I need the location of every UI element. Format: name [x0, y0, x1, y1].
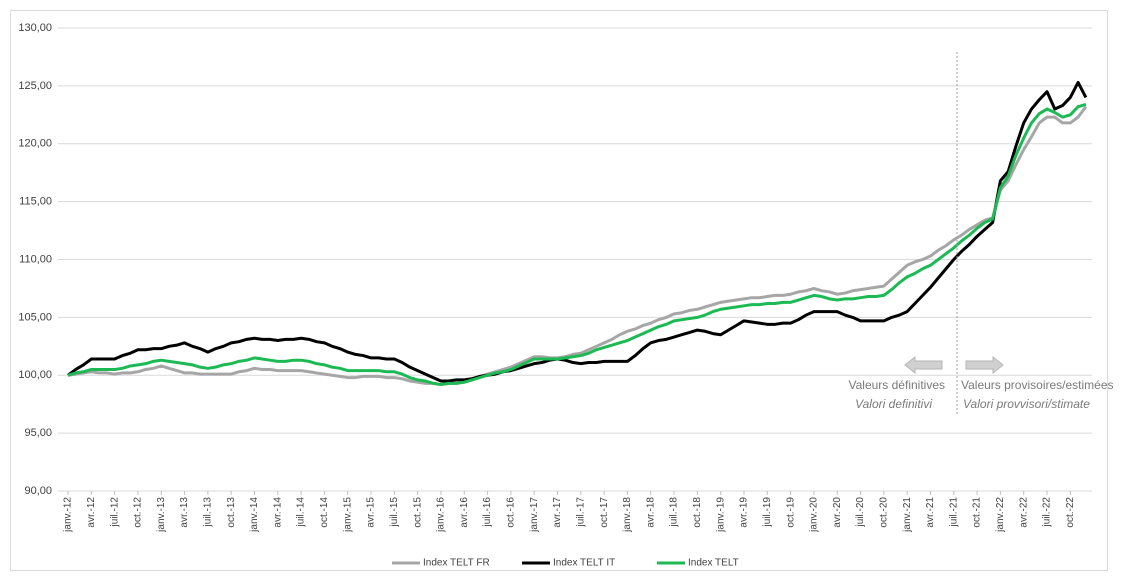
- series-line: [67, 102, 1087, 387]
- y-tick-label: 105,00: [18, 311, 52, 323]
- arrow-left: [904, 355, 943, 375]
- legend-label: Index TELT FR: [423, 558, 490, 569]
- legend: Index TELT FR Index TELT IT Index TELT: [392, 558, 739, 569]
- x-tick-label: juil.-14: [296, 497, 307, 528]
- series-line: [67, 105, 1088, 387]
- x-tick-label: oct.-14: [319, 497, 330, 528]
- x-tick-label: oct.-13: [226, 497, 237, 528]
- x-tick-label: avr.-20: [832, 497, 843, 528]
- x-tick-label: juil.-18: [669, 497, 680, 528]
- arrow-right: [965, 355, 1004, 375]
- legend-label: Index TELT IT: [553, 558, 615, 569]
- y-tick-label: 130,00: [18, 22, 52, 34]
- x-tick-label: juil.-12: [109, 497, 120, 528]
- x-tick-label: juil.-17: [575, 497, 586, 528]
- x-tick-label: janv.-18: [622, 497, 633, 533]
- x-tick-label: avr.-15: [366, 497, 377, 528]
- x-tick-label: avr.-14: [272, 497, 283, 528]
- y-tick-label: 100,00: [18, 369, 52, 381]
- x-tick-label: juil.-20: [855, 497, 866, 528]
- x-tick-label: janv.-17: [529, 497, 540, 533]
- x-tick-label: avr.-22: [1018, 497, 1029, 528]
- x-tick-label: oct.-17: [599, 497, 610, 528]
- y-tick-label: 90,00: [24, 485, 52, 497]
- x-tick-label: janv.-20: [809, 497, 820, 533]
- x-tick-label: avr.-19: [739, 497, 750, 528]
- x-tick-label: janv.-12: [63, 497, 74, 533]
- annotation: Valeurs provisoires/estimées: [961, 378, 1114, 392]
- x-tick-label: janv.-15: [342, 497, 353, 533]
- x-tick-label: avr.-12: [86, 497, 97, 528]
- x-tick-label: juil.-15: [389, 497, 400, 528]
- x-tick-label: juil.-13: [203, 497, 214, 528]
- chart-frame: [10, 10, 1108, 571]
- x-tick-label: oct.-21: [972, 497, 983, 528]
- x-tick-label: janv.-14: [249, 497, 260, 533]
- y-tick-label: 120,00: [18, 138, 52, 150]
- annotation: Valori provvisori/stimate: [963, 397, 1090, 411]
- x-tick-label: oct.-20: [878, 497, 889, 528]
- annotation: Valeurs définitives: [849, 378, 946, 392]
- x-tick-label: avr.-16: [459, 497, 470, 528]
- y-tick-label: 125,00: [18, 80, 52, 92]
- x-tick-label: oct.-18: [692, 497, 703, 528]
- x-tick-label: janv.-16: [436, 497, 447, 533]
- x-tick-label: janv.-13: [156, 497, 167, 533]
- y-tick-label: 115,00: [19, 196, 52, 208]
- y-tick-label: 110,00: [19, 253, 52, 265]
- x-tick-label: avr.-21: [925, 497, 936, 528]
- x-tick-label: avr.-17: [552, 497, 563, 528]
- legend-label: Index TELT: [688, 558, 739, 569]
- x-tick-label: juil.-22: [1042, 497, 1053, 528]
- plot: 90,00 95,00 100,00 105,00 110,00 115,00 120,00…: [18, 22, 1092, 533]
- x-tick-label: oct.-12: [133, 497, 144, 528]
- x-tick-label: juil.-19: [762, 497, 773, 528]
- x-tick-label: oct.-22: [1065, 497, 1076, 528]
- x-tick-label: oct.-19: [785, 497, 796, 528]
- x-tick-label: janv.-21: [902, 497, 913, 533]
- x-tick-label: oct.-16: [506, 497, 517, 528]
- y-tick-label: 95,00: [24, 427, 52, 439]
- x-tick-label: janv.-19: [715, 497, 726, 533]
- x-tick-label: avr.-13: [179, 497, 190, 528]
- x-tick-label: avr.-18: [645, 497, 656, 528]
- x-tick-label: oct.-15: [412, 497, 423, 528]
- series-line: [67, 80, 1088, 383]
- x-tick-label: janv.-22: [995, 497, 1006, 533]
- x-tick-label: juil.-16: [482, 497, 493, 528]
- x-tick-label: juil.-21: [948, 497, 959, 528]
- annotation: Valori definitivi: [855, 397, 932, 411]
